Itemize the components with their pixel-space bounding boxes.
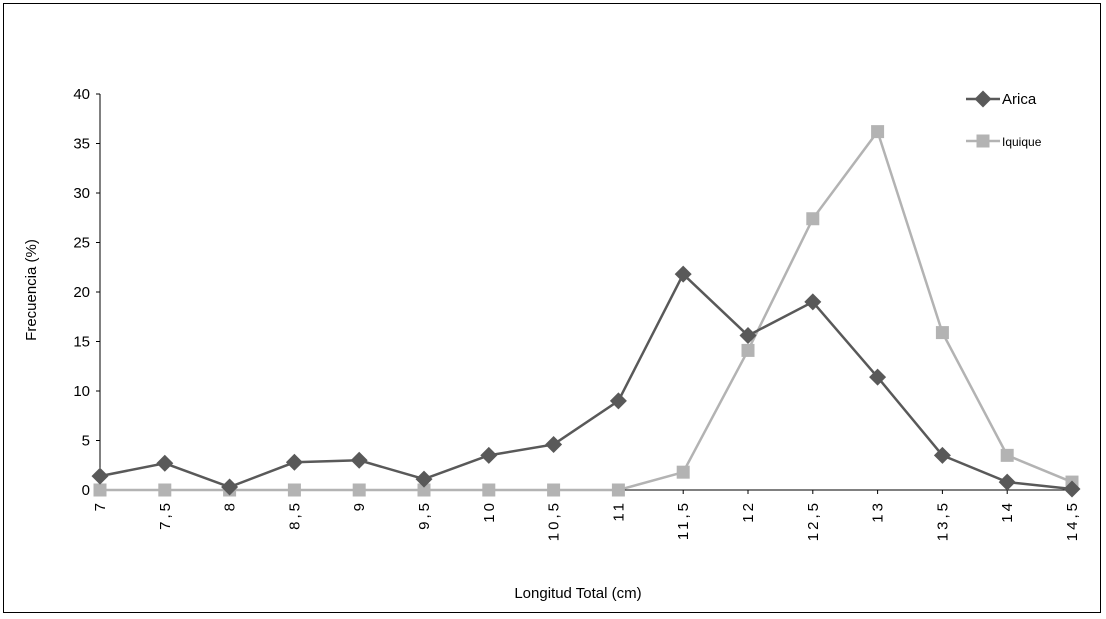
data-point <box>1063 480 1081 498</box>
legend-label: Iquique <box>1002 135 1042 149</box>
data-point <box>547 483 561 497</box>
legend-item-arica: Arica <box>966 90 1037 108</box>
data-point <box>933 446 951 464</box>
data-point <box>611 483 625 497</box>
data-point <box>998 473 1016 491</box>
y-tick-label: 10 <box>73 383 90 400</box>
axes <box>99 94 1072 491</box>
data-point <box>285 453 303 471</box>
data-point <box>739 327 757 345</box>
x-tick-label: 14 <box>999 500 1016 523</box>
data-point <box>676 465 690 479</box>
data-point <box>350 451 368 469</box>
y-tick-label: 20 <box>73 284 90 301</box>
data-point <box>221 478 239 496</box>
data-point <box>158 483 172 497</box>
data-point <box>156 454 174 472</box>
data-point <box>480 446 498 464</box>
x-tick-label: 7,5 <box>157 500 174 530</box>
data-point <box>417 483 431 497</box>
data-point <box>609 392 627 410</box>
series-line <box>100 128 1073 492</box>
data-point <box>415 470 433 488</box>
x-tick-label: 10 <box>481 500 498 523</box>
chart-frame: 0 5 10 15 20 25 30 35 40 7 7,5 8 8,5 9 9,5 10 10,5 11 11,… <box>3 3 1101 613</box>
x-tick-label: 7 <box>92 500 109 511</box>
x-tick-label: 9,5 <box>416 500 433 530</box>
data-point <box>91 467 109 485</box>
x-tick-labels: 7 7,5 8 8,5 9 9,5 10 10,5 11 11,5 12 12,5 13 13,5 14 14… <box>92 490 1081 541</box>
y-tick-label: 15 <box>73 334 90 351</box>
x-tick-label: 10,5 <box>546 500 563 541</box>
y-tick-label: 5 <box>82 433 90 450</box>
data-point <box>806 212 820 226</box>
data-point <box>869 368 887 386</box>
data-point <box>545 435 563 453</box>
x-tick-label: 8 <box>222 500 239 511</box>
y-tick-labels: 0 5 10 15 20 25 30 35 40 <box>73 86 100 499</box>
series-arica <box>91 265 1081 498</box>
legend-label: Arica <box>1002 91 1037 108</box>
x-tick-label: 11,5 <box>675 500 692 540</box>
y-tick-label: 40 <box>73 86 90 103</box>
x-tick-label: 13 <box>870 500 887 523</box>
x-tick-label: 12,5 <box>805 500 822 541</box>
data-point <box>352 483 366 497</box>
y-tick-label: 30 <box>73 185 90 202</box>
legend-marker <box>976 134 990 148</box>
y-axis-label: Frecuencia (%) <box>23 239 40 341</box>
series-iquique <box>93 125 1079 497</box>
data-point <box>741 343 755 357</box>
y-tick-label: 0 <box>82 482 90 499</box>
data-point <box>804 293 822 311</box>
y-tick-label: 35 <box>73 136 90 153</box>
legend: Arica Iquique <box>966 90 1042 149</box>
data-point <box>1000 448 1014 462</box>
data-point <box>674 265 692 283</box>
x-tick-label: 8,5 <box>286 500 303 530</box>
x-tick-label: 9 <box>351 500 368 511</box>
line-chart: 0 5 10 15 20 25 30 35 40 7 7,5 8 8,5 9 9,5 10 10,5 11 11,… <box>23 86 1081 602</box>
x-tick-label: 11 <box>610 500 627 522</box>
series-line <box>99 272 1073 491</box>
x-tick-label: 13,5 <box>934 500 951 541</box>
data-point <box>935 326 949 340</box>
legend-marker <box>974 90 992 108</box>
x-axis-label: Longitud Total (cm) <box>514 585 641 602</box>
x-tick-label: 14,5 <box>1064 500 1081 541</box>
data-point <box>287 483 301 497</box>
data-point <box>871 125 885 139</box>
y-tick-label: 25 <box>73 235 90 252</box>
legend-item-iquique: Iquique <box>966 134 1042 149</box>
x-tick-label: 12 <box>740 500 757 523</box>
data-point <box>482 483 496 497</box>
data-point <box>93 483 107 497</box>
series-layer <box>91 125 1081 498</box>
